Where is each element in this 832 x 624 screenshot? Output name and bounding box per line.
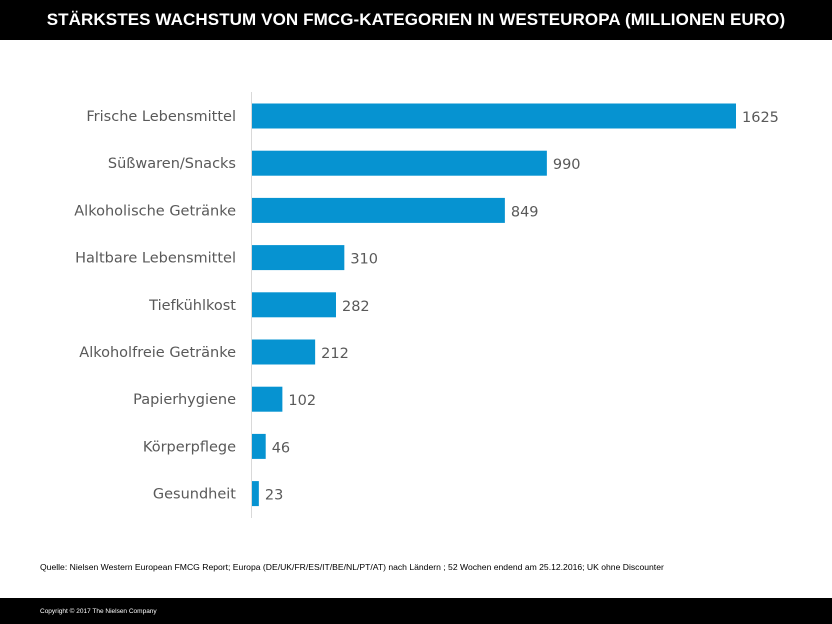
category-label: Alkoholische Getränke <box>74 203 236 219</box>
bar-chart: Frische Lebensmittel 1625 Süßwaren/Snacks 9… <box>74 92 779 518</box>
category-label: Tiefkühlkost <box>148 298 236 314</box>
bar <box>252 386 283 412</box>
category-label: Haltbare Lebensmittel <box>75 251 236 267</box>
data-label: 46 <box>272 440 290 456</box>
bar <box>252 197 505 223</box>
copyright-text: Copyright © 2017 The Nielsen Company <box>40 607 157 615</box>
category-label: Alkoholfreie Getränke <box>79 345 236 361</box>
category-label: Gesundheit <box>153 487 236 503</box>
data-label: 849 <box>511 204 539 220</box>
source-note: Quelle: Nielsen Western European FMCG Re… <box>40 562 664 572</box>
category-label: Süßwaren/Snacks <box>108 156 236 172</box>
category-label: Körperpflege <box>143 439 236 455</box>
bar <box>252 245 345 271</box>
chart-title: STÄRKSTES WACHSTUM VON FMCG-KATEGORIEN I… <box>0 0 832 40</box>
category-label: Papierhygiene <box>133 392 236 408</box>
data-label: 990 <box>553 157 581 173</box>
data-label: 23 <box>265 488 283 504</box>
data-label: 310 <box>350 252 378 268</box>
bar <box>252 433 266 459</box>
data-label: 102 <box>288 393 316 409</box>
footer: Copyright © 2017 The Nielsen Company <box>0 598 832 624</box>
data-label: 1625 <box>742 110 779 126</box>
bar <box>252 150 547 176</box>
bar <box>252 103 736 129</box>
bar <box>252 481 259 507</box>
bar <box>252 292 336 318</box>
data-label: 282 <box>342 299 370 315</box>
bar <box>252 339 316 365</box>
category-label: Frische Lebensmittel <box>86 109 236 125</box>
data-label: 212 <box>321 346 349 362</box>
